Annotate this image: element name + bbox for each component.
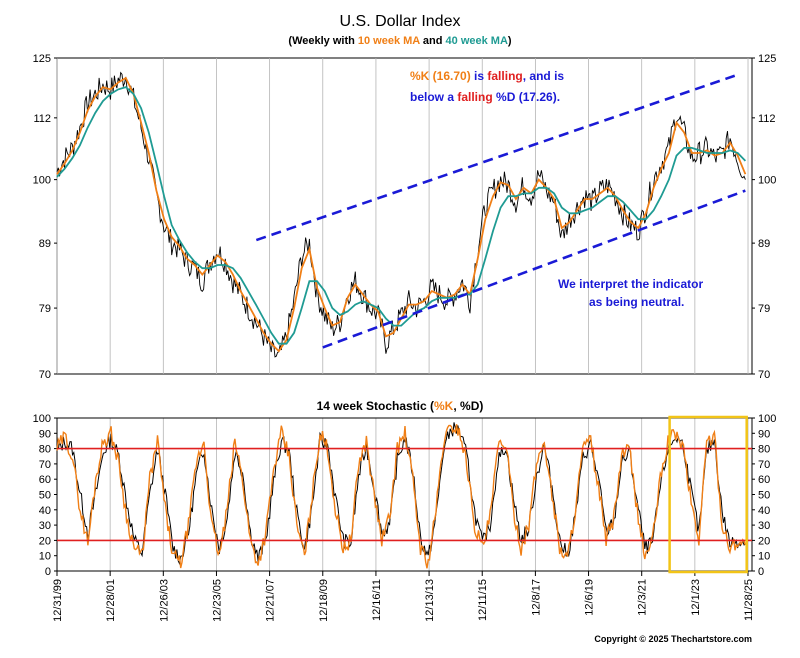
stochastic-panel: 12/31/99 12/28/01 12/26/03 12/23/05 12/21/07… (33, 413, 777, 622)
x-tick-label: 12/18/09 (318, 579, 330, 622)
price-y-tick-label-right: 89 (758, 238, 770, 250)
interpretation-line-1: We interpret the indicator (558, 277, 703, 291)
stoch-y-tick-label-left: 20 (39, 535, 51, 547)
stoch-y-tick-label-right: 0 (758, 566, 764, 578)
price-y-tick-label-right: 112 (758, 113, 776, 125)
price-y-tick-label-left: 79 (39, 303, 51, 315)
x-tick-label: 12/3/21 (637, 579, 649, 616)
x-tick-label: 12/28/01 (105, 579, 117, 622)
subtitle-prefix: (Weekly with (288, 35, 357, 47)
stoch-y-tick-label-left: 10 (39, 551, 51, 563)
stoch-y-tick-label-right: 100 (758, 413, 776, 425)
price-y-tick-label-right: 100 (758, 175, 776, 187)
price-series-line (56, 71, 746, 358)
price-y-tick-label-right: 70 (758, 369, 770, 381)
price-y-tick-label-left: 125 (33, 53, 51, 65)
subtitle-ma10-label: 10 week MA (358, 35, 420, 47)
copyright: Copyright © 2025 Thechartstore.com (594, 634, 752, 644)
annotation-falling-2: falling (457, 90, 492, 104)
stoch-title-d: %D (460, 399, 480, 413)
stoch-y-tick-label-left: 80 (39, 444, 51, 456)
stoch-title-sep: , (453, 399, 460, 413)
x-tick-label: 12/1/23 (690, 579, 702, 616)
price-y-tick-label-left: 112 (33, 113, 51, 125)
stoch-y-tick-label-left: 40 (39, 505, 51, 517)
price-panel: 70 70 79 79 89 89 100 100 112 112 125 125 (33, 53, 777, 381)
stoch-y-tick-label-left: 50 (39, 490, 51, 502)
stoch-y-tick-label-right: 60 (758, 474, 770, 486)
x-tick-label: 12/8/17 (530, 579, 542, 616)
annotation-is: is (471, 69, 488, 83)
price-y-tick-label-right: 125 (758, 53, 776, 65)
annotation-line-2: below a falling %D (17.26). (410, 90, 560, 104)
recent-period-highlight-box (668, 415, 748, 574)
price-y-tick-label-left: 100 (33, 175, 51, 187)
stochastic-title: 14 week Stochastic (%K, %D) (317, 399, 484, 413)
stoch-y-tick-label-right: 30 (758, 520, 770, 532)
interpretation-line-2: as being neutral. (589, 295, 684, 309)
stoch-y-tick-label-right: 40 (758, 505, 770, 517)
stoch-y-tick-label-left: 90 (39, 428, 51, 440)
ma40-series-line (56, 86, 747, 345)
stoch-y-tick-label-right: 20 (758, 535, 770, 547)
stoch-y-tick-label-left: 0 (45, 566, 51, 578)
annotation-k-value: %K (16.70) (410, 69, 471, 83)
subtitle-ma40-label: 40 week MA (446, 35, 508, 47)
stoch-y-tick-label-right: 80 (758, 444, 770, 456)
x-tick-label: 12/26/03 (158, 579, 170, 622)
x-tick-label: 11/28/25 (743, 579, 755, 621)
x-tick-label: 12/13/13 (424, 579, 436, 622)
price-y-tick-label-right: 79 (758, 303, 770, 315)
channel-line-lower (322, 189, 746, 349)
stoch-title-suffix: ) (479, 399, 483, 413)
x-tick-label: 12/16/11 (371, 579, 383, 621)
subtitle-mid: and (420, 35, 446, 47)
chart-subtitle: (Weekly with 10 week MA and 40 week MA) (288, 35, 512, 47)
stoch-y-tick-label-right: 50 (758, 490, 770, 502)
subtitle-suffix: ) (508, 35, 512, 47)
annotation-d-value: %D (17.26). (493, 90, 560, 104)
x-tick-label: 12/23/05 (211, 579, 223, 622)
stoch-y-tick-label-right: 90 (758, 428, 770, 440)
price-y-tick-label-left: 89 (39, 238, 51, 250)
channel-line-upper (255, 74, 736, 242)
price-y-tick-label-left: 70 (39, 369, 51, 381)
x-tick-label: 12/11/15 (477, 579, 489, 621)
stoch-y-tick-label-left: 70 (39, 459, 51, 471)
stoch-k-series-line (56, 424, 747, 569)
annotation-and-is: , and is (523, 69, 565, 83)
stoch-y-tick-label-left: 100 (33, 413, 51, 425)
chart-title: U.S. Dollar Index (340, 13, 461, 30)
annotation-below: below a (410, 90, 457, 104)
x-tick-label: 12/31/99 (52, 579, 64, 622)
stoch-title-k: %K (434, 399, 454, 413)
stoch-y-tick-label-right: 70 (758, 459, 770, 471)
x-tick-label: 12/21/07 (265, 579, 277, 622)
x-tick-label: 12/6/19 (584, 579, 596, 616)
annotation-falling-1: falling (487, 69, 522, 83)
stoch-y-tick-label-left: 30 (39, 520, 51, 532)
stoch-y-tick-label-left: 60 (39, 474, 51, 486)
annotation-line-1: %K (16.70) is falling, and is (410, 69, 564, 83)
stoch-y-tick-label-right: 10 (758, 551, 770, 563)
stoch-title-prefix: 14 week Stochastic ( (317, 399, 434, 413)
